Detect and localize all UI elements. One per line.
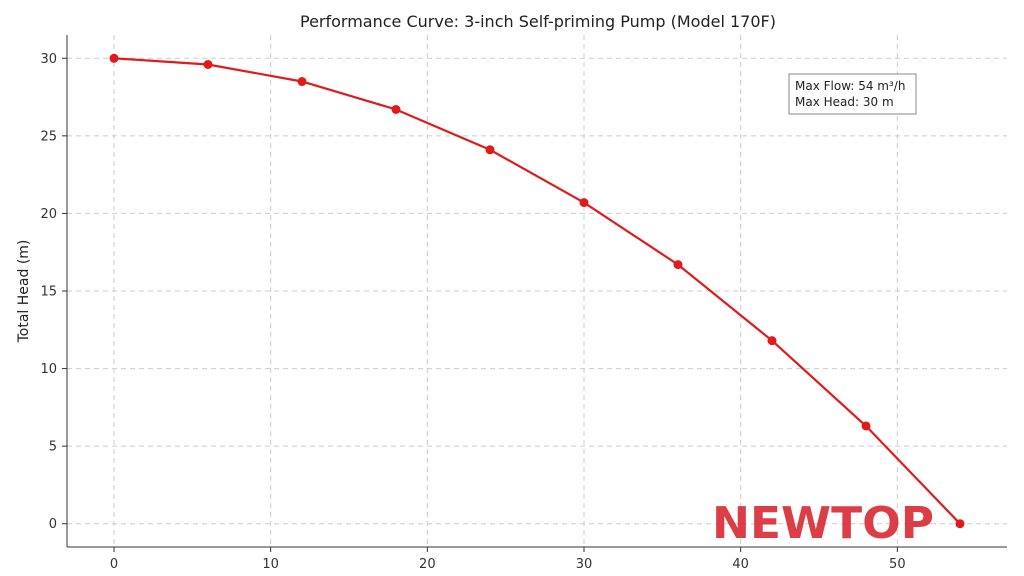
data-point: [767, 336, 777, 346]
data-point: [391, 104, 401, 114]
x-tick-label: 50: [889, 557, 906, 572]
logo-wordmark: NEWTOP: [712, 498, 934, 549]
x-tick-label: 40: [732, 557, 749, 572]
x-tick-label: 10: [262, 557, 279, 572]
annotation-box: Max Flow: 54 m³/h Max Head: 30 m: [788, 73, 917, 115]
y-axis-label: Total Head (m): [16, 240, 32, 344]
data-point: [673, 260, 683, 270]
x-tick-label: 0: [110, 557, 118, 572]
y-tick-label: 10: [40, 362, 57, 377]
axes-layer: 0 10 20 30 40 50 0 5 10 15 20 25 30: [40, 35, 1007, 572]
x-tick-label: 20: [419, 557, 436, 572]
y-tick-label: 0: [49, 517, 57, 532]
y-tick-label: 15: [40, 285, 57, 300]
data-point: [861, 421, 871, 431]
series-layer: [109, 53, 965, 529]
annotation-line-max-head: Max Head: 30 m: [795, 95, 894, 109]
logo: NEWTOP: [712, 498, 934, 549]
data-point: [109, 53, 119, 63]
y-tick-label: 20: [40, 207, 57, 222]
grid-layer: [67, 35, 1007, 547]
x-tick-label: 30: [576, 557, 593, 572]
chart-title: Performance Curve: 3-inch Self-priming P…: [300, 12, 776, 31]
data-point: [203, 59, 213, 69]
data-point: [579, 198, 589, 208]
series-line: [113, 57, 961, 525]
annotation-frame: [788, 73, 917, 115]
y-tick-label: 25: [40, 129, 57, 144]
y-tick-label: 5: [49, 440, 57, 455]
data-point: [955, 519, 965, 529]
annotation-line-max-flow: Max Flow: 54 m³/h: [795, 79, 905, 93]
y-tick-label: 30: [40, 52, 57, 67]
data-point: [297, 77, 307, 87]
data-point: [485, 145, 495, 155]
